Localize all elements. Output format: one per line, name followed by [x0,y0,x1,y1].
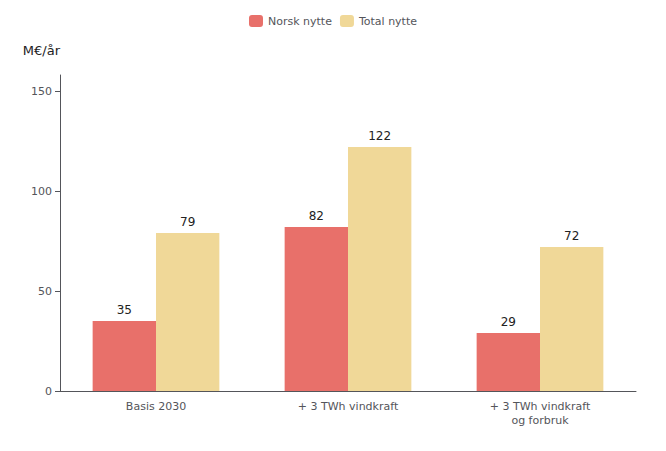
svg-text:Basis 2030: Basis 2030 [126,400,186,413]
svg-text:Total nytte: Total nytte [358,15,417,28]
svg-text:150: 150 [31,85,52,98]
svg-text:82: 82 [309,209,324,223]
svg-text:29: 29 [501,315,516,329]
svg-text:M€/år: M€/år [23,43,61,58]
svg-text:0: 0 [45,385,52,398]
svg-text:og forbruk: og forbruk [511,414,569,427]
svg-text:79: 79 [180,215,195,229]
svg-text:35: 35 [117,303,132,317]
svg-text:50: 50 [38,285,52,298]
svg-text:72: 72 [564,229,579,243]
svg-text:122: 122 [368,129,391,143]
svg-text:+ 3 TWh vindkraft: + 3 TWh vindkraft [490,400,591,413]
svg-text:+ 3 TWh vindkraft: + 3 TWh vindkraft [298,400,399,413]
svg-text:100: 100 [31,185,52,198]
svg-text:Norsk nytte: Norsk nytte [268,15,332,28]
